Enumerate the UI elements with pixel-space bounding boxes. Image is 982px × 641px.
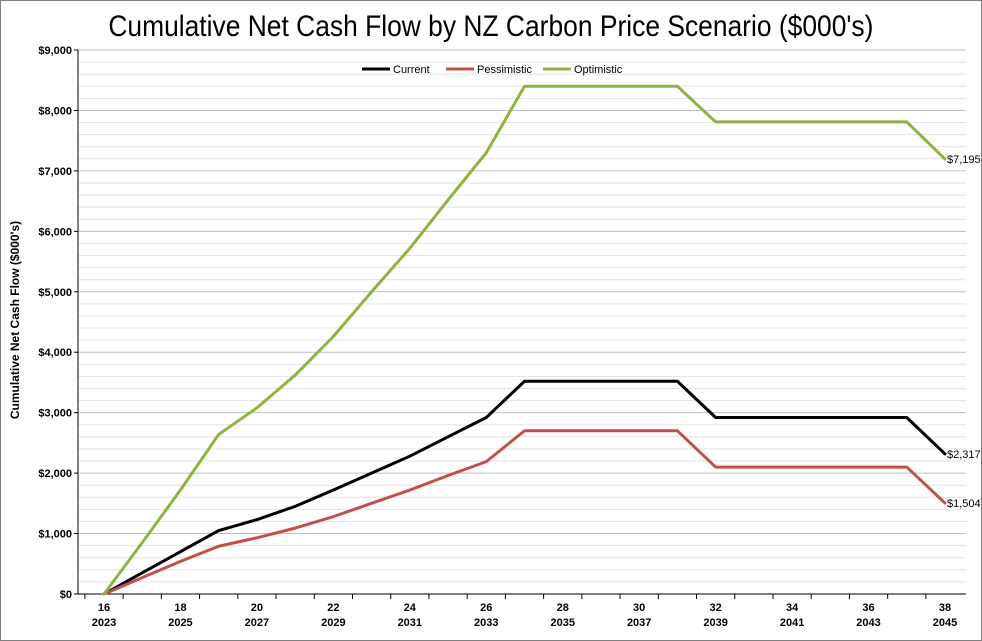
series-line-pessimistic <box>102 429 947 596</box>
y-tick-label: $6,000 <box>38 226 72 238</box>
x-tick-year-label: 2029 <box>321 617 345 629</box>
series-lines <box>102 84 947 596</box>
x-tick-label: 20 <box>251 602 263 614</box>
x-tick-year-label: 2037 <box>627 617 651 629</box>
y-tick-label: $5,000 <box>38 287 72 299</box>
x-tick-year-label: 2045 <box>933 617 957 629</box>
legend-label-optimistic: Optimistic <box>574 64 623 76</box>
x-tick-label: 36 <box>862 602 874 614</box>
x-tick-label: 32 <box>710 602 722 614</box>
x-tick-year-label: 2033 <box>474 617 498 629</box>
chart-title: Cumulative Net Cash Flow by NZ Carbon Pr… <box>108 10 874 43</box>
x-tick-year-label: 2023 <box>92 617 116 629</box>
end-value-label-pessimistic: $1,504 <box>947 498 981 510</box>
x-tick-year-label: 2043 <box>856 617 880 629</box>
x-tick-label: 16 <box>98 602 110 614</box>
x-tick-label: 26 <box>480 602 492 614</box>
x-tick-year-label: 2035 <box>550 617 574 629</box>
y-tick-label: $2,000 <box>38 468 72 480</box>
x-tick-year-label: 2041 <box>780 617 804 629</box>
x-tick-label: 28 <box>557 602 569 614</box>
gridlines <box>78 49 966 595</box>
x-tick-year-label: 2027 <box>245 617 269 629</box>
x-tick-label: 24 <box>404 602 417 614</box>
end-value-label-optimistic: $7,195 <box>947 154 981 166</box>
x-tick-label: 30 <box>633 602 645 614</box>
x-tick-year-label: 2025 <box>168 617 192 629</box>
y-tick-label: $9,000 <box>38 45 72 57</box>
x-tick-label: 34 <box>786 602 799 614</box>
end-value-label-current: $2,317 <box>947 449 981 461</box>
y-tick-label: $8,000 <box>38 105 72 117</box>
x-tick-label: 38 <box>939 602 951 614</box>
legend-label-current: Current <box>393 64 430 76</box>
x-tick-label: 22 <box>327 602 339 614</box>
series-line-optimistic <box>102 84 947 596</box>
legend-label-pessimistic: Pessimistic <box>477 64 533 76</box>
y-tick-label: $0 <box>60 589 72 601</box>
x-tick-year-label: 2031 <box>398 617 422 629</box>
x-tick-year-label: 2039 <box>703 617 727 629</box>
y-tick-label: $1,000 <box>38 529 72 541</box>
tick-labels: $0 $1,000 $2,000 $3,000 $4,000 $5,000 $6,000 $7… <box>38 45 980 629</box>
y-tick-label: $4,000 <box>38 347 72 359</box>
x-tick-label: 18 <box>174 602 186 614</box>
legend: Current Pessimistic Optimistic <box>362 64 623 76</box>
axes <box>74 49 966 599</box>
y-tick-label: $3,000 <box>38 408 72 420</box>
y-tick-label: $7,000 <box>38 166 72 178</box>
series-line-current <box>102 379 947 596</box>
